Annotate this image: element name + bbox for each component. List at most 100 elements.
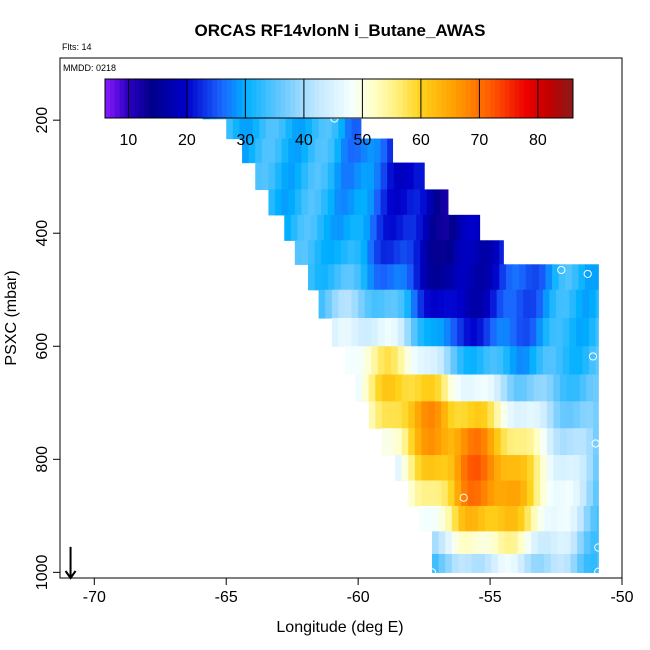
heatmap-cell: [476, 318, 485, 347]
heatmap-cell: [527, 401, 535, 429]
heatmap-cell: [461, 428, 469, 456]
heatmap-cell: [344, 118, 353, 140]
heatmap-cell: [400, 189, 408, 216]
heatmap-cell: [454, 428, 462, 456]
colorbar-segment: [387, 79, 394, 118]
heatmap-cell: [450, 289, 458, 319]
heatmap-cell: [520, 455, 528, 482]
heatmap-cell: [279, 118, 287, 140]
colorbar-segment: [222, 79, 228, 118]
heatmap-cell: [384, 318, 392, 347]
heatmap-cell: [474, 401, 482, 429]
heatmap-cell: [546, 374, 554, 402]
heatmap-cell: [566, 374, 574, 402]
colorbar-segment: [178, 79, 184, 118]
heatmap-cell: [321, 138, 329, 164]
y-tick-label: 600: [34, 333, 51, 360]
heatmap-cell: [338, 289, 346, 319]
heatmap-cell: [341, 138, 349, 164]
heatmap-cell: [318, 118, 326, 140]
heatmap-cell: [533, 374, 541, 402]
heatmap-cell: [387, 162, 395, 191]
heatmap-cell: [445, 531, 453, 555]
heatmap-cell: [367, 189, 375, 216]
heatmap-cell: [557, 505, 565, 532]
heatmap-cell: [334, 264, 342, 291]
colorbar-segment: [407, 79, 413, 118]
heatmap-cell: [301, 138, 309, 164]
heatmap-cell: [439, 240, 448, 265]
heatmap-cell: [475, 214, 481, 241]
heatmap-cell: [536, 318, 544, 347]
heatmap-cell: [470, 289, 478, 319]
heatmap-cell: [395, 374, 403, 402]
heatmap-cell: [424, 289, 432, 319]
heatmap-cell: [582, 318, 590, 347]
heatmap-cell: [373, 189, 382, 216]
flights-label: Flts: 14: [62, 42, 92, 52]
heatmap-cell: [550, 531, 558, 555]
heatmap-cell: [413, 189, 421, 216]
colorbar-segment: [105, 79, 111, 118]
heatmap-cell: [445, 553, 453, 573]
heatmap-cell: [560, 401, 568, 429]
heatmap-cell: [434, 455, 442, 482]
heatmap-cell: [337, 214, 345, 241]
colorbar-segment: [509, 79, 515, 118]
colorbar-segment: [109, 79, 116, 118]
heatmap-cell: [556, 318, 564, 347]
colorbar-segment: [504, 79, 511, 118]
heatmap-cell: [294, 240, 303, 265]
heatmap-cell: [544, 553, 552, 573]
heatmap-cell: [435, 214, 444, 241]
heatmap-cell: [560, 480, 568, 507]
heatmap-cell: [420, 264, 428, 291]
heatmap-cell: [430, 318, 438, 347]
heatmap-cell: [474, 480, 482, 507]
heatmap-cell: [537, 553, 545, 573]
heatmap-cell: [484, 553, 492, 573]
heatmap-cell: [586, 401, 594, 429]
colorbar-segment: [202, 79, 208, 118]
heatmap-cell: [507, 480, 515, 507]
heatmap-cell: [344, 289, 353, 319]
colorbar-segment: [524, 79, 530, 118]
heatmap-cell: [408, 401, 416, 429]
heatmap-cells: [202, 97, 599, 573]
heatmap-cell: [579, 428, 587, 456]
colorbar-segment: [168, 79, 174, 118]
heatmap-cell: [441, 401, 449, 429]
heatmap-cell: [321, 189, 329, 216]
heatmap-cell: [487, 374, 495, 402]
heatmap-cell: [458, 505, 466, 532]
heatmap-cell: [490, 318, 498, 347]
heatmap-cell: [393, 264, 401, 291]
x-tick-label: -65: [215, 589, 238, 606]
heatmap-cell: [540, 455, 548, 482]
colorbar-segment: [436, 79, 442, 118]
heatmap-cell: [255, 138, 263, 164]
heatmap-cell: [466, 264, 474, 291]
heatmap-cell: [252, 118, 260, 140]
heatmap-cell: [529, 318, 537, 347]
heatmap-cell: [395, 455, 403, 482]
heatmap-cell: [519, 264, 527, 291]
heatmap-cell: [557, 531, 565, 555]
heatmap-cell: [480, 428, 489, 456]
heatmap-cell: [381, 401, 390, 429]
colorbar-segment: [295, 79, 301, 118]
heatmap-cell: [466, 240, 474, 265]
heatmap-cell: [432, 531, 440, 555]
heatmap-cell: [579, 455, 587, 482]
heatmap-cell: [512, 264, 520, 291]
colorbar-segment: [402, 79, 408, 118]
heatmap-cell: [373, 138, 382, 164]
colorbar-tick-label: 30: [237, 132, 255, 149]
heatmap-cell: [463, 318, 471, 347]
heatmap-cell: [388, 428, 396, 456]
heatmap-cell: [433, 240, 441, 265]
colorbar-segment: [495, 79, 501, 118]
heatmap-cell: [420, 162, 425, 191]
heatmap-cell: [325, 289, 333, 319]
heatmap-cell: [500, 401, 508, 429]
